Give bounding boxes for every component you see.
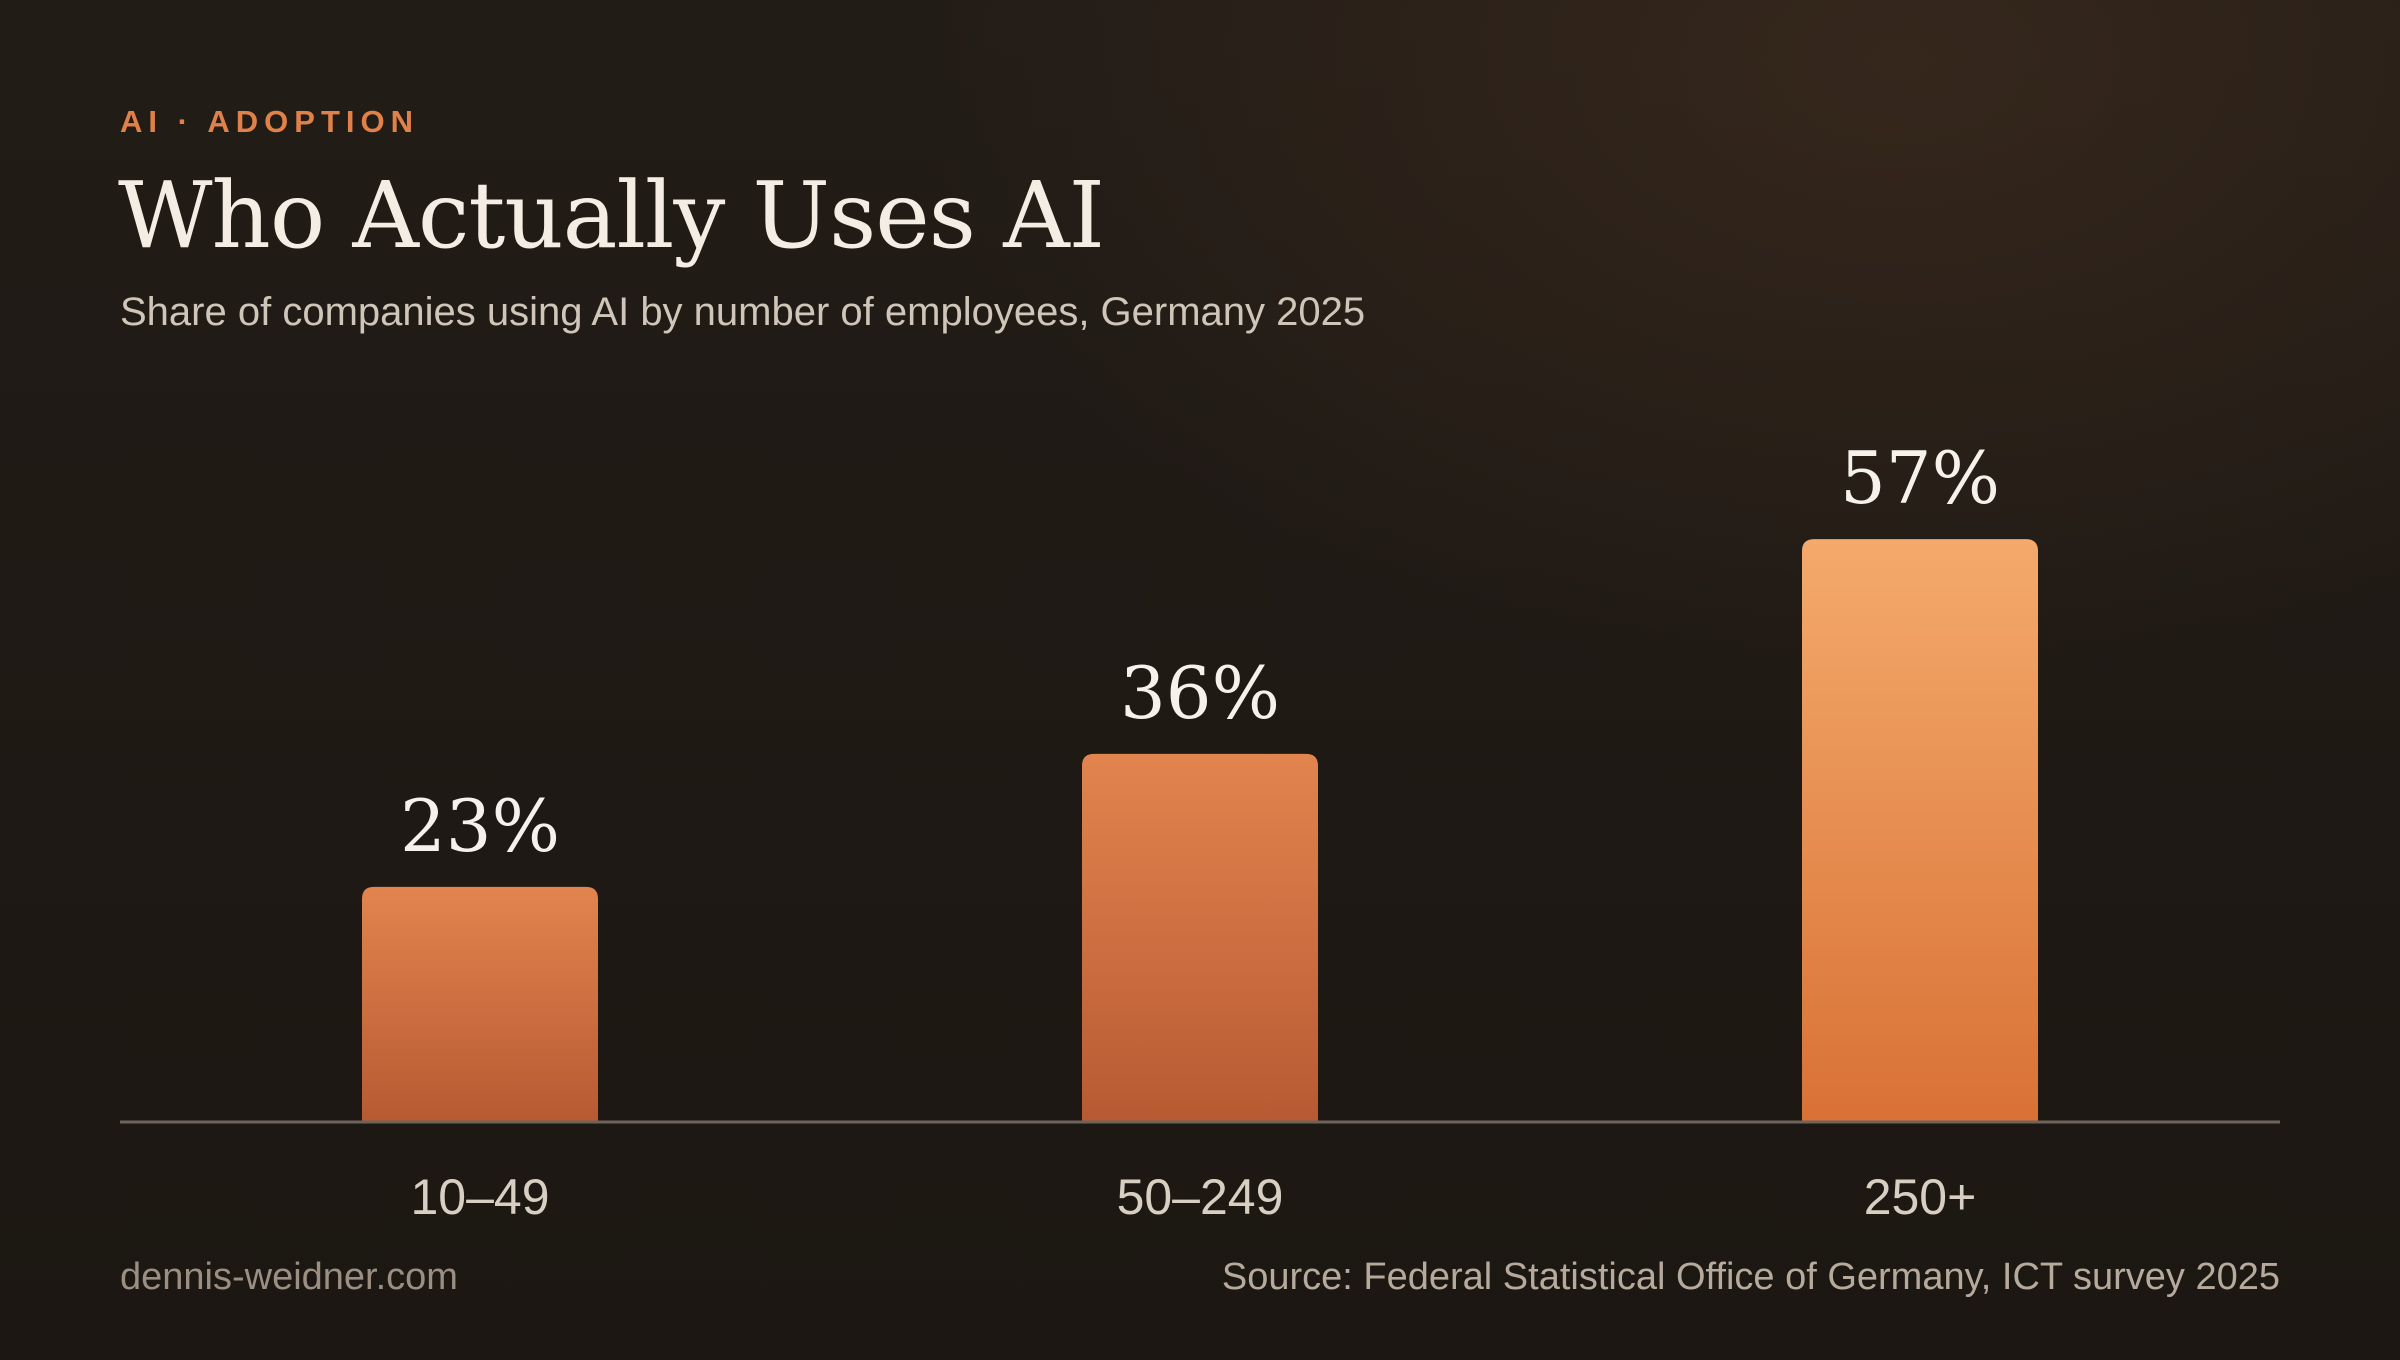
- eyebrow-label: AI · ADOPTION: [120, 104, 420, 139]
- category-label: 10–49: [410, 1169, 549, 1225]
- category-label: 250+: [1864, 1169, 1977, 1225]
- value-label: 36%: [1120, 651, 1280, 735]
- bar-50–249: [1082, 753, 1318, 1122]
- site-credit: dennis-weidner.com: [120, 1256, 458, 1298]
- value-label: 23%: [400, 784, 560, 868]
- chart-subtitle: Share of companies using AI by number of…: [120, 290, 1366, 334]
- bar-250+: [1802, 539, 2038, 1122]
- labels-group: 23% 10–49 36% 50–249 57% 250+: [400, 436, 2000, 1225]
- chart-title: Who Actually Uses AI: [118, 162, 1105, 269]
- source-note: Source: Federal Statistical Office of Ge…: [1221, 1256, 2280, 1298]
- bars-group: [362, 539, 2038, 1122]
- value-label: 57%: [1840, 436, 2000, 520]
- bar-10–49: [362, 886, 598, 1122]
- category-label: 50–249: [1117, 1169, 1284, 1225]
